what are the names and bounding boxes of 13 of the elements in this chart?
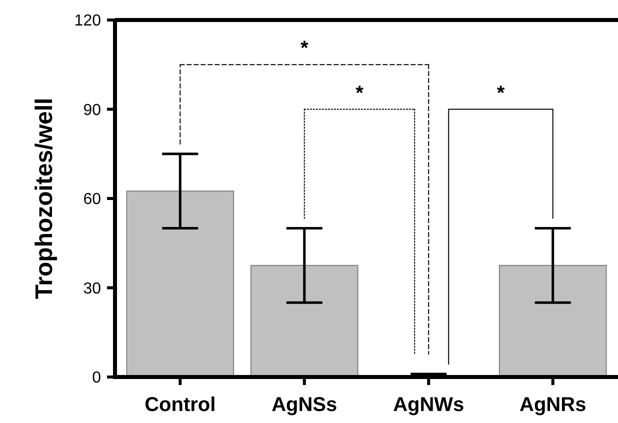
- x-tick-label: AgNSs: [272, 394, 338, 416]
- x-tick-label: Control: [144, 394, 216, 416]
- y-axis-title: Trophozoites/well: [31, 98, 58, 300]
- y-tick-label: 60: [83, 191, 102, 208]
- y-tick-label: 30: [83, 280, 102, 298]
- annotation: *: [300, 38, 308, 60]
- y-tick-label: 0: [92, 370, 102, 387]
- y-tick-label: 90: [83, 102, 102, 119]
- annotation: *: [356, 82, 364, 104]
- y-tick-label: 120: [74, 12, 102, 30]
- x-tick-label: AgNWs: [393, 394, 464, 416]
- x-tick-label: AgNRs: [520, 394, 586, 416]
- annotation: *: [496, 82, 505, 104]
